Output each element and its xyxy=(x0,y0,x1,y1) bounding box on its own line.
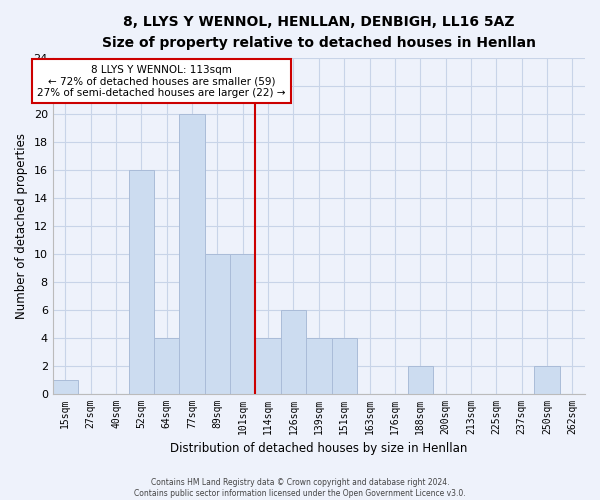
Bar xyxy=(205,254,230,394)
Bar xyxy=(53,380,78,394)
Text: Contains HM Land Registry data © Crown copyright and database right 2024.
Contai: Contains HM Land Registry data © Crown c… xyxy=(134,478,466,498)
Bar xyxy=(407,366,433,394)
Y-axis label: Number of detached properties: Number of detached properties xyxy=(15,132,28,318)
Text: 8 LLYS Y WENNOL: 113sqm
← 72% of detached houses are smaller (59)
27% of semi-de: 8 LLYS Y WENNOL: 113sqm ← 72% of detache… xyxy=(37,64,286,98)
Bar xyxy=(281,310,306,394)
Title: 8, LLYS Y WENNOL, HENLLAN, DENBIGH, LL16 5AZ
Size of property relative to detach: 8, LLYS Y WENNOL, HENLLAN, DENBIGH, LL16… xyxy=(102,15,536,50)
Bar xyxy=(179,114,205,394)
X-axis label: Distribution of detached houses by size in Henllan: Distribution of detached houses by size … xyxy=(170,442,467,455)
Bar xyxy=(306,338,332,394)
Bar xyxy=(535,366,560,394)
Bar xyxy=(256,338,281,394)
Bar xyxy=(332,338,357,394)
Bar xyxy=(230,254,256,394)
Bar xyxy=(154,338,179,394)
Bar xyxy=(129,170,154,394)
